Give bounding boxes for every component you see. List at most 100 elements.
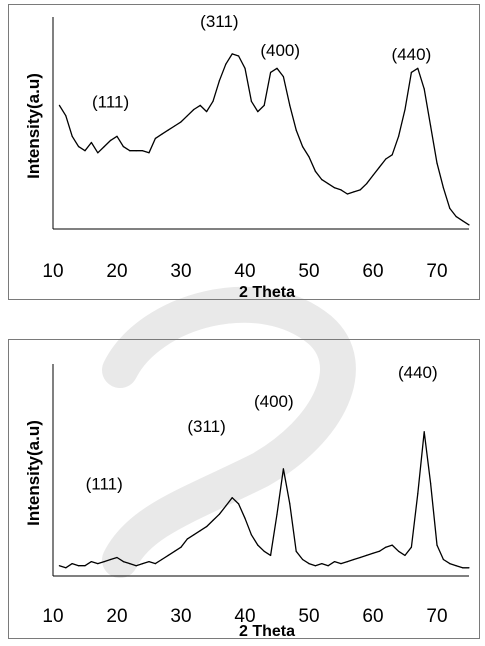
data-point (398, 135, 400, 137)
data-point (148, 152, 150, 154)
x-tick-label: 60 (362, 606, 383, 627)
x-tick-label: 70 (426, 606, 447, 627)
data-point (308, 156, 310, 158)
data-point (340, 563, 342, 565)
data-point (442, 187, 444, 189)
data-point (302, 558, 304, 561)
data-point (167, 129, 169, 131)
data-point (122, 561, 124, 563)
data-point (263, 104, 265, 106)
x-tick-label: 20 (106, 606, 127, 627)
data-point (321, 179, 323, 181)
data-point (321, 563, 323, 565)
x-tick-label: 40 (234, 606, 255, 627)
data-point (289, 503, 291, 505)
xrd-chart-bottom: Intensity(a.u) 10 20 30 40 50 60 70 2 Theta (111)… (8, 339, 480, 639)
data-point (378, 166, 380, 168)
x-tick-label: 60 (362, 261, 383, 282)
data-point (78, 146, 80, 148)
data-point (218, 513, 220, 515)
x-tick-label: 50 (298, 261, 319, 282)
peak-label: (111) (86, 474, 123, 493)
xrd-chart-top: Intensity(a.u) 10 20 30 40 50 60 70 2 Theta (111)… (8, 4, 480, 300)
peak-label: (440) (398, 363, 438, 382)
data-point (180, 121, 182, 123)
data-point (135, 150, 137, 152)
x-tick-label: 50 (298, 606, 319, 627)
data-point (225, 505, 227, 507)
data-point (449, 563, 451, 565)
data-point (436, 162, 438, 164)
data-point (340, 189, 342, 191)
data-point (199, 104, 201, 106)
data-point (263, 550, 265, 552)
data-point (206, 111, 208, 113)
data-point (302, 146, 304, 148)
data-point (180, 546, 182, 548)
data-point (103, 146, 105, 148)
data-point (391, 544, 393, 546)
data-point (174, 125, 176, 127)
data-point (404, 108, 406, 111)
data-point (282, 76, 284, 78)
data-point (142, 150, 144, 152)
data-point (334, 561, 336, 563)
data-point (154, 137, 156, 139)
peak-label: (400) (254, 392, 294, 411)
data-point (353, 191, 355, 193)
data-point (129, 563, 131, 565)
data-point (398, 550, 400, 552)
data-point (449, 207, 451, 209)
data-point (257, 544, 259, 546)
data-point (122, 146, 124, 148)
data-point (193, 108, 195, 111)
data-point (359, 189, 361, 191)
data-point (366, 554, 368, 556)
data-point (97, 152, 99, 154)
data-point (372, 174, 374, 176)
chart-canvas-top: Intensity(a.u) 10 20 30 40 50 60 70 2 Theta (111)… (24, 12, 470, 299)
peak-label: (311) (200, 12, 238, 31)
data-point (206, 526, 208, 528)
data-point (430, 482, 432, 484)
data-point (231, 497, 233, 499)
data-point (116, 135, 118, 137)
data-point (250, 534, 252, 536)
data-point (135, 565, 137, 567)
data-point (90, 561, 92, 563)
data-point (186, 115, 188, 117)
data-point (423, 431, 425, 433)
data-point (366, 183, 368, 185)
data-point (218, 80, 220, 82)
x-tick-label: 10 (42, 261, 63, 282)
data-point (410, 71, 412, 73)
data-point (238, 503, 240, 505)
chart-canvas-bottom: Intensity(a.u) 10 20 30 40 50 60 70 2 Theta (111)… (24, 363, 470, 638)
y-axis-label: Intensity(a.u) (24, 420, 43, 526)
data-point (225, 63, 227, 65)
data-point (250, 100, 252, 102)
peak-label: (111) (92, 92, 129, 111)
data-point (327, 183, 329, 185)
data-point (212, 100, 214, 102)
data-point (468, 567, 470, 569)
data-point (289, 104, 291, 106)
data-point (282, 468, 284, 470)
x-tick-label: 30 (170, 261, 191, 282)
data-point (353, 558, 355, 561)
data-point (110, 558, 112, 561)
data-point (116, 556, 118, 559)
data-point (276, 513, 278, 515)
data-point (462, 220, 464, 222)
data-point (346, 561, 348, 563)
data-point (244, 67, 246, 69)
data-point (71, 135, 73, 137)
peak-label: (311) (187, 417, 225, 436)
data-point (167, 554, 169, 556)
data-point (58, 565, 61, 567)
x-axis-label: 2 Theta (239, 284, 295, 299)
data-point (455, 216, 457, 218)
x-tick-label: 10 (42, 606, 63, 627)
data-point (359, 556, 361, 559)
data-point (314, 170, 316, 172)
